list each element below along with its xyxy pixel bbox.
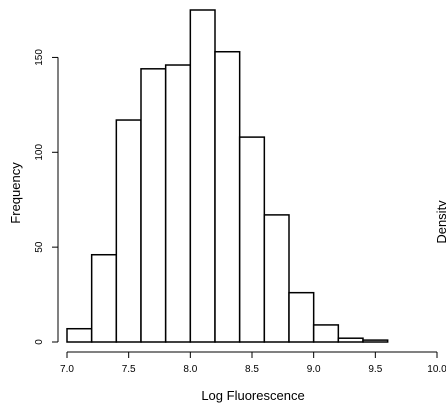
x-tick-label: 7.5 <box>122 364 136 375</box>
histogram-bar <box>288 291 315 343</box>
histogram-bar <box>115 119 142 343</box>
right-panel-density-label: Density <box>434 200 446 244</box>
y-tick-label: 50 <box>34 241 45 253</box>
histogram-bar <box>164 64 192 343</box>
histogram-bar <box>189 9 216 343</box>
histogram-bar <box>263 214 290 343</box>
x-tick-label: 8.5 <box>245 364 259 375</box>
histogram-bar <box>312 324 340 343</box>
histogram-bar <box>66 327 93 343</box>
x-axis: 7.0 7.5 8.0 8.5 9.0 9.5 10.0 <box>60 351 446 375</box>
x-tick-label: 9.5 <box>368 364 382 375</box>
histogram-bars <box>66 9 389 343</box>
x-tick-label: 8.0 <box>183 364 197 375</box>
histogram-bar <box>238 136 266 343</box>
y-axis-label: Frequency <box>8 162 23 224</box>
y-tick-label: 100 <box>34 144 45 161</box>
histogram-bar <box>337 337 364 343</box>
y-tick-label: 0 <box>34 339 45 345</box>
x-tick-label: 9.0 <box>307 364 321 375</box>
histogram-bar <box>90 253 118 343</box>
histogram-bar <box>140 68 167 343</box>
x-tick-label: 10.0 <box>427 364 446 375</box>
x-tick-label: 7.0 <box>60 364 74 375</box>
y-tick-label: 150 <box>34 49 45 66</box>
x-axis-label: Log Fluorescence <box>201 388 304 403</box>
histogram-bar <box>214 50 241 343</box>
histogram-bar <box>362 339 389 343</box>
y-axis: 0 50 100 150 <box>34 49 59 345</box>
